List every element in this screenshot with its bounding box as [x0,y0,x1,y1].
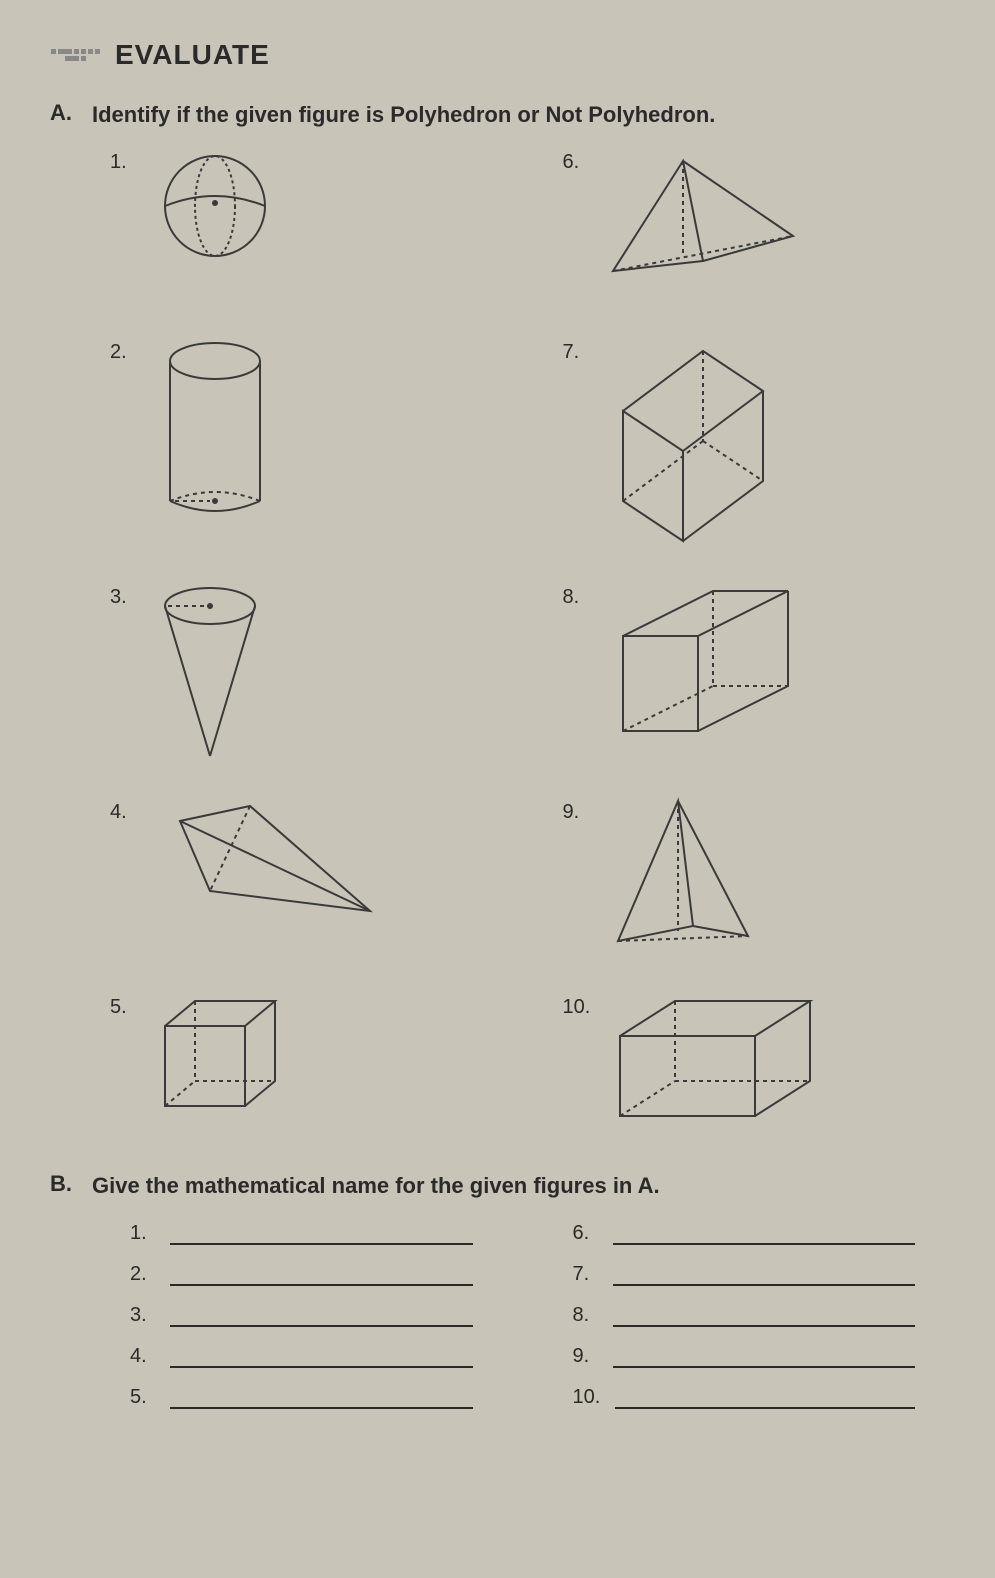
figure-7-num: 7. [563,331,588,364]
section-b-letter: B. [50,1171,80,1202]
cylinder-icon [150,331,503,536]
answer-6-line[interactable] [613,1223,916,1245]
figure-2: 2. [110,331,503,556]
answers-grid: 1. 6. 2. 7. 3. 8. 4. 9. 5. 10. [50,1222,955,1409]
figure-4-num: 4. [110,791,135,824]
answer-9-line[interactable] [613,1346,916,1368]
figure-6-num: 6. [563,141,588,174]
answer-10: 10. [573,1386,916,1409]
section-a-header: A. Identify if the given figure is Polyh… [50,100,955,131]
answer-6-num: 6. [573,1222,598,1245]
answer-3-line[interactable] [170,1305,473,1327]
answer-5: 5. [130,1386,473,1409]
answer-8-line[interactable] [613,1305,916,1327]
figure-8: 8. [563,576,956,771]
answer-5-line[interactable] [170,1387,473,1409]
figure-4: 4. [110,791,503,966]
answer-9-num: 9. [573,1345,598,1368]
answer-3-num: 3. [130,1304,155,1327]
section-a-instruction: Identify if the given figure is Polyhedr… [92,100,715,131]
sphere-icon [150,141,503,276]
rect-prism-icon [603,331,956,556]
figure-7: 7. [563,331,956,556]
section-a-letter: A. [50,100,80,131]
answer-5-num: 5. [130,1386,155,1409]
answer-4-num: 4. [130,1345,155,1368]
answer-1-line[interactable] [170,1223,473,1245]
figure-1: 1. [110,141,503,311]
answer-2: 2. [130,1263,473,1286]
figure-6: 6. [563,141,956,311]
answer-1-num: 1. [130,1222,155,1245]
figure-1-num: 1. [110,141,135,174]
figures-grid: 1. 6. 2. [50,141,955,1141]
section-b-instruction: Give the mathematical name for the given… [92,1171,660,1202]
answer-1: 1. [130,1222,473,1245]
answer-3: 3. [130,1304,473,1327]
answer-10-num: 10. [573,1386,601,1409]
answer-7-line[interactable] [613,1264,916,1286]
figure-10: 10. [563,986,956,1141]
section-b-header: B. Give the mathematical name for the gi… [50,1171,955,1202]
answer-10-line[interactable] [615,1387,915,1409]
figure-2-num: 2. [110,331,135,364]
answer-4-line[interactable] [170,1346,473,1368]
answer-8-num: 8. [573,1304,598,1327]
answer-9: 9. [573,1345,916,1368]
rect-prism-wide-icon [603,576,956,751]
answer-2-line[interactable] [170,1264,473,1286]
header: EVALUATE [50,30,955,80]
cube-icon [150,986,503,1131]
tetrahedron-icon [150,791,503,936]
page-title: EVALUATE [115,39,270,71]
cone-icon [150,576,503,771]
answer-7: 7. [573,1263,916,1286]
answer-4: 4. [130,1345,473,1368]
answer-8: 8. [573,1304,916,1327]
answer-7-num: 7. [573,1263,598,1286]
figure-5-num: 5. [110,986,135,1019]
figure-8-num: 8. [563,576,588,609]
figure-9-num: 9. [563,791,588,824]
figure-3-num: 3. [110,576,135,609]
triangular-pyramid-tall-icon [603,791,956,966]
figure-3: 3. [110,576,503,771]
figure-9: 9. [563,791,956,966]
triangular-pyramid-icon [603,141,956,296]
header-icon [50,30,100,80]
rect-prism-long-icon [605,986,955,1141]
figure-5: 5. [110,986,503,1141]
figure-10-num: 10. [563,986,591,1019]
answer-6: 6. [573,1222,916,1245]
answer-2-num: 2. [130,1263,155,1286]
